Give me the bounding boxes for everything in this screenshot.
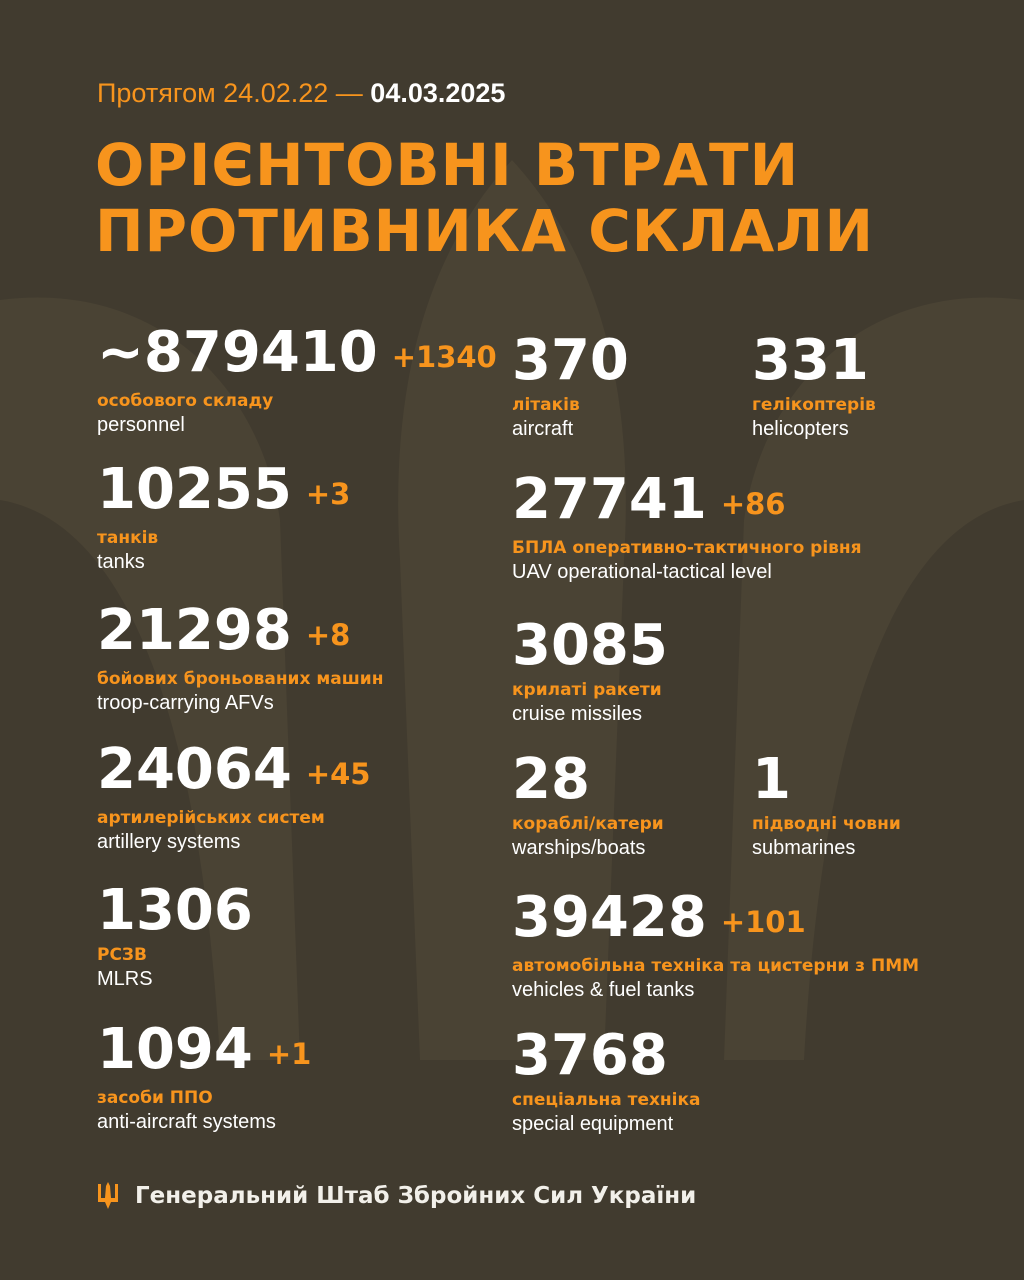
- stat-label-en: MLRS: [97, 968, 153, 990]
- stat-value: 1094 +1: [97, 1017, 312, 1082]
- stat-label-en: anti-aircraft systems: [97, 1111, 276, 1133]
- stat-delta: +86: [720, 487, 786, 521]
- stat-value: 27741 +86: [512, 467, 786, 532]
- stat-value: 24064 +45: [97, 737, 371, 802]
- stat-label-ua: кораблі/катери: [512, 814, 664, 834]
- stat-label-en: troop-carrying AFVs: [97, 692, 274, 714]
- stat-label-en: special equipment: [512, 1113, 674, 1135]
- stat-label-ua: крилаті ракети: [512, 680, 662, 700]
- stat-delta: +45: [305, 757, 371, 791]
- stat-delta: +1340: [391, 340, 497, 374]
- stat-label-ua: підводні човни: [752, 814, 901, 834]
- stat-anti-aircraft-systems: 1094 +1 засоби ППО anti-aircraft systems: [97, 1022, 311, 1134]
- stat-troop-carrying-afvs: 21298 +8 бойових броньованих машин troop-…: [97, 603, 383, 715]
- stat-uav-operational-tactical-level: 27741 +86 БПЛА оперативно-тактичного рівн…: [512, 472, 862, 584]
- stat-tanks: 10255 +3 танків tanks: [97, 462, 350, 574]
- stat-value: 10255 +3: [97, 457, 351, 522]
- stat-artillery-systems: 24064 +45 артилерійських систем artillery…: [97, 742, 370, 854]
- stat-delta: +3: [305, 477, 351, 511]
- stat-label-ua: бойових броньованих машин: [97, 669, 384, 689]
- stat-label-en: warships/boats: [512, 837, 646, 859]
- stat-label-en: personnel: [97, 414, 185, 436]
- footer: Генеральний Штаб Збройних Сил України: [97, 1182, 696, 1210]
- stat-label-ua: артилерійських систем: [97, 808, 325, 828]
- stat-label-ua: БПЛА оперативно-тактичного рівня: [512, 538, 862, 558]
- stat-value: 28: [512, 747, 590, 812]
- stat-special-equipment: 3768 спеціальна техніка special equipmen…: [512, 1028, 701, 1136]
- stat-delta: +101: [720, 905, 806, 939]
- stat-cruise-missiles: 3085 крилаті ракети cruise missiles: [512, 618, 668, 726]
- stat-label-en: UAV operational-tactical level: [512, 561, 772, 583]
- stat-label-en: aircraft: [512, 418, 574, 440]
- trident-icon: [98, 1182, 118, 1209]
- stat-aircraft: 370 літаків aircraft: [512, 333, 629, 441]
- stat-vehicles-fuel-tanks: 39428 +101 автомобільна техніка та цистер…: [512, 890, 919, 1002]
- stat-label-ua: автомобільна техніка та цистерни з ПММ: [512, 956, 920, 976]
- stat-warships-boats: 28 кораблі/катери warships/boats: [512, 752, 664, 860]
- stat-mlrs: 1306 РСЗВ MLRS: [97, 883, 253, 991]
- stat-label-ua: спеціальна техніка: [512, 1090, 701, 1110]
- stat-value: 39428 +101: [512, 885, 806, 950]
- report-date: 04.03.2025: [370, 78, 506, 108]
- stat-label-en: helicopters: [752, 418, 849, 440]
- stat-value: 1: [752, 747, 791, 812]
- stat-label-en: vehicles & fuel tanks: [512, 979, 695, 1001]
- stat-delta: +8: [305, 618, 351, 652]
- period-subtitle: Протягом 24.02.22 — 04.03.2025: [97, 78, 506, 108]
- stat-submarines: 1 підводні човни submarines: [752, 752, 901, 860]
- stat-value: 331: [752, 328, 869, 393]
- stat-label-en: artillery systems: [97, 831, 241, 853]
- stat-label-en: tanks: [97, 551, 145, 573]
- stat-label-ua: танків: [97, 528, 159, 548]
- stat-delta: +1: [266, 1037, 312, 1071]
- stat-helicopters: 331 гелікоптерів helicopters: [752, 333, 876, 441]
- stat-label-ua: РСЗВ: [97, 945, 147, 965]
- stat-label-en: cruise missiles: [512, 703, 643, 725]
- stat-value: 21298 +8: [97, 598, 351, 663]
- stat-personnel: ~879410 +1340 особового складу personnel: [97, 325, 497, 437]
- stat-label-en: submarines: [752, 837, 856, 859]
- stat-label-ua: особового складу: [97, 391, 274, 411]
- stat-value: 1306: [97, 878, 253, 943]
- stat-value: 3768: [512, 1023, 668, 1088]
- stat-value: ~879410 +1340: [97, 320, 497, 385]
- stat-value: 370: [512, 328, 629, 393]
- stat-label-ua: засоби ППО: [97, 1088, 213, 1108]
- page-title: ОРІЄНТОВНІ ВТРАТИ ПРОТИВНИКА СКЛАЛИ: [95, 131, 874, 265]
- stat-value: 3085: [512, 613, 668, 678]
- stat-label-ua: гелікоптерів: [752, 395, 876, 415]
- stat-label-ua: літаків: [512, 395, 580, 415]
